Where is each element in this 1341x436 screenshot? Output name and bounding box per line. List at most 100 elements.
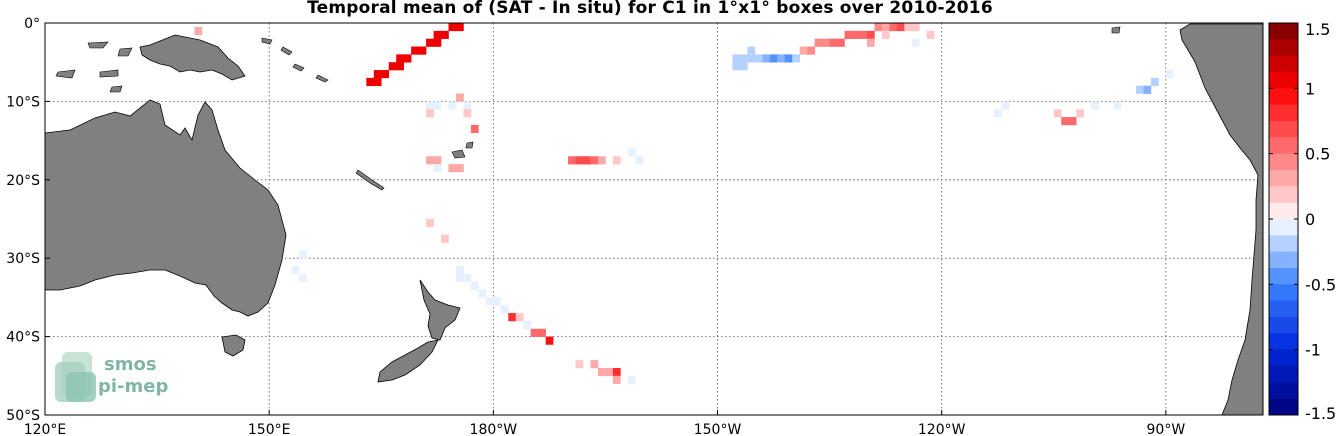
heatmap-cell [814, 38, 823, 47]
heatmap-cell [500, 305, 509, 314]
heatmap-cell [299, 250, 307, 259]
land-new-guinea [139, 34, 246, 81]
heatmap-cell [747, 46, 756, 55]
colorbar-tick-label: 1 [1305, 79, 1315, 98]
heatmap-cell [1068, 117, 1077, 126]
heatmap-cell [754, 54, 763, 63]
heatmap-cell [627, 148, 636, 157]
heatmap-cell [373, 77, 382, 87]
heatmap-cell [986, 23, 995, 24]
heatmap-cell [889, 23, 898, 32]
heatmap-cell [299, 273, 307, 283]
y-tick-label: 30°S [6, 251, 40, 267]
map-title: Temporal mean of (SAT - In situ) for C1 … [307, 0, 993, 18]
heatmap-cell [792, 54, 801, 63]
heatmap-cell [426, 38, 434, 47]
heatmap-cell [1165, 70, 1174, 79]
heatmap-cell [747, 54, 756, 63]
land-new-caledonia [355, 169, 385, 191]
heatmap-cell [1150, 77, 1159, 87]
colorbar-swatch [1269, 333, 1298, 351]
heatmap-cell [881, 23, 890, 32]
colorbar-swatch [1269, 88, 1298, 106]
heatmap-cell [426, 101, 434, 110]
heatmap-cell [852, 30, 860, 39]
colorbar-swatch [1269, 186, 1298, 204]
heatmap-cell [1135, 85, 1144, 94]
heatmap-cell [373, 70, 382, 79]
heatmap-cell [455, 164, 464, 173]
heatmap-cell [523, 320, 532, 330]
heatmap-cell [859, 30, 868, 39]
land-tasmania [221, 334, 246, 357]
heatmap-cell [635, 156, 644, 165]
heatmap-cell [583, 156, 591, 165]
colorbar-swatch [1269, 121, 1298, 138]
heatmap-cell [433, 164, 442, 173]
heatmap-cell [597, 156, 606, 165]
heatmap-cell [433, 101, 442, 110]
colorbar-tick-label: 0 [1305, 210, 1315, 229]
heatmap-cell [396, 54, 404, 63]
heatmap-cell [762, 54, 771, 63]
colorbar-swatch [1269, 72, 1298, 89]
heatmap-cell [971, 23, 980, 24]
heatmap-cell [568, 156, 576, 165]
colorbar-swatch [1269, 202, 1298, 220]
heatmap-cell [627, 375, 636, 384]
heatmap-cell [455, 93, 464, 102]
land-solomons [261, 37, 329, 83]
land-layer [45, 23, 1263, 415]
colorbar-swatch [1269, 268, 1298, 285]
land-islands-west [55, 41, 133, 93]
heatmap-cell [911, 38, 920, 47]
colorbar-swatch [1269, 39, 1298, 57]
heatmap-cell [433, 38, 442, 47]
heatmap-cell [485, 297, 494, 306]
heatmap-cell [194, 26, 203, 36]
colorbar-tick-label: 0.5 [1305, 145, 1330, 164]
heatmap-cell [1143, 85, 1152, 94]
heatmap-cell [455, 266, 464, 275]
heatmap-cell [926, 30, 935, 39]
heatmap-cell [545, 336, 554, 345]
heatmap-cell [822, 38, 830, 47]
heatmap-cell [777, 54, 786, 63]
land-fiji [451, 141, 474, 159]
heatmap-cell [993, 109, 1002, 118]
heatmap-cell [366, 77, 375, 87]
heatmap-cell [612, 375, 621, 384]
x-tick-label: 90°W [1147, 422, 1186, 436]
colorbar-swatch [1269, 235, 1298, 253]
heatmap-cell [837, 38, 845, 47]
x-tick-label: 180°W [470, 422, 518, 436]
heatmap-cell [784, 54, 793, 63]
land-new-zealand-south [377, 339, 439, 383]
land-australia [45, 99, 287, 317]
colorbar-swatch [1269, 137, 1298, 155]
heatmap-cell [538, 328, 546, 337]
colorbar-swatch [1269, 300, 1298, 318]
y-tick-label: 50°S [6, 408, 40, 424]
heatmap-cell [448, 164, 457, 173]
heatmap-cell [493, 297, 502, 306]
heatmap-cell [605, 367, 614, 377]
heatmap-cell [866, 30, 875, 39]
colorbar-tick-label: -0.5 [1305, 275, 1336, 294]
x-tick-label: 150°W [694, 422, 742, 436]
heatmap-cell [597, 367, 606, 377]
heatmap-cell [470, 124, 479, 134]
heatmap-cell [291, 266, 300, 275]
heatmap-cell [769, 54, 778, 63]
heatmap-cell [1091, 101, 1099, 110]
heatmap-cell [1001, 101, 1010, 110]
heatmap-cell [515, 313, 524, 322]
heatmap-cell [732, 54, 741, 63]
heatmap-cell [590, 360, 599, 369]
heatmap-cell [799, 46, 808, 55]
heatmap-cell [904, 23, 913, 32]
heatmap-cell [874, 23, 883, 32]
colorbar-swatch [1269, 317, 1298, 334]
colorbar-swatch [1269, 104, 1298, 122]
